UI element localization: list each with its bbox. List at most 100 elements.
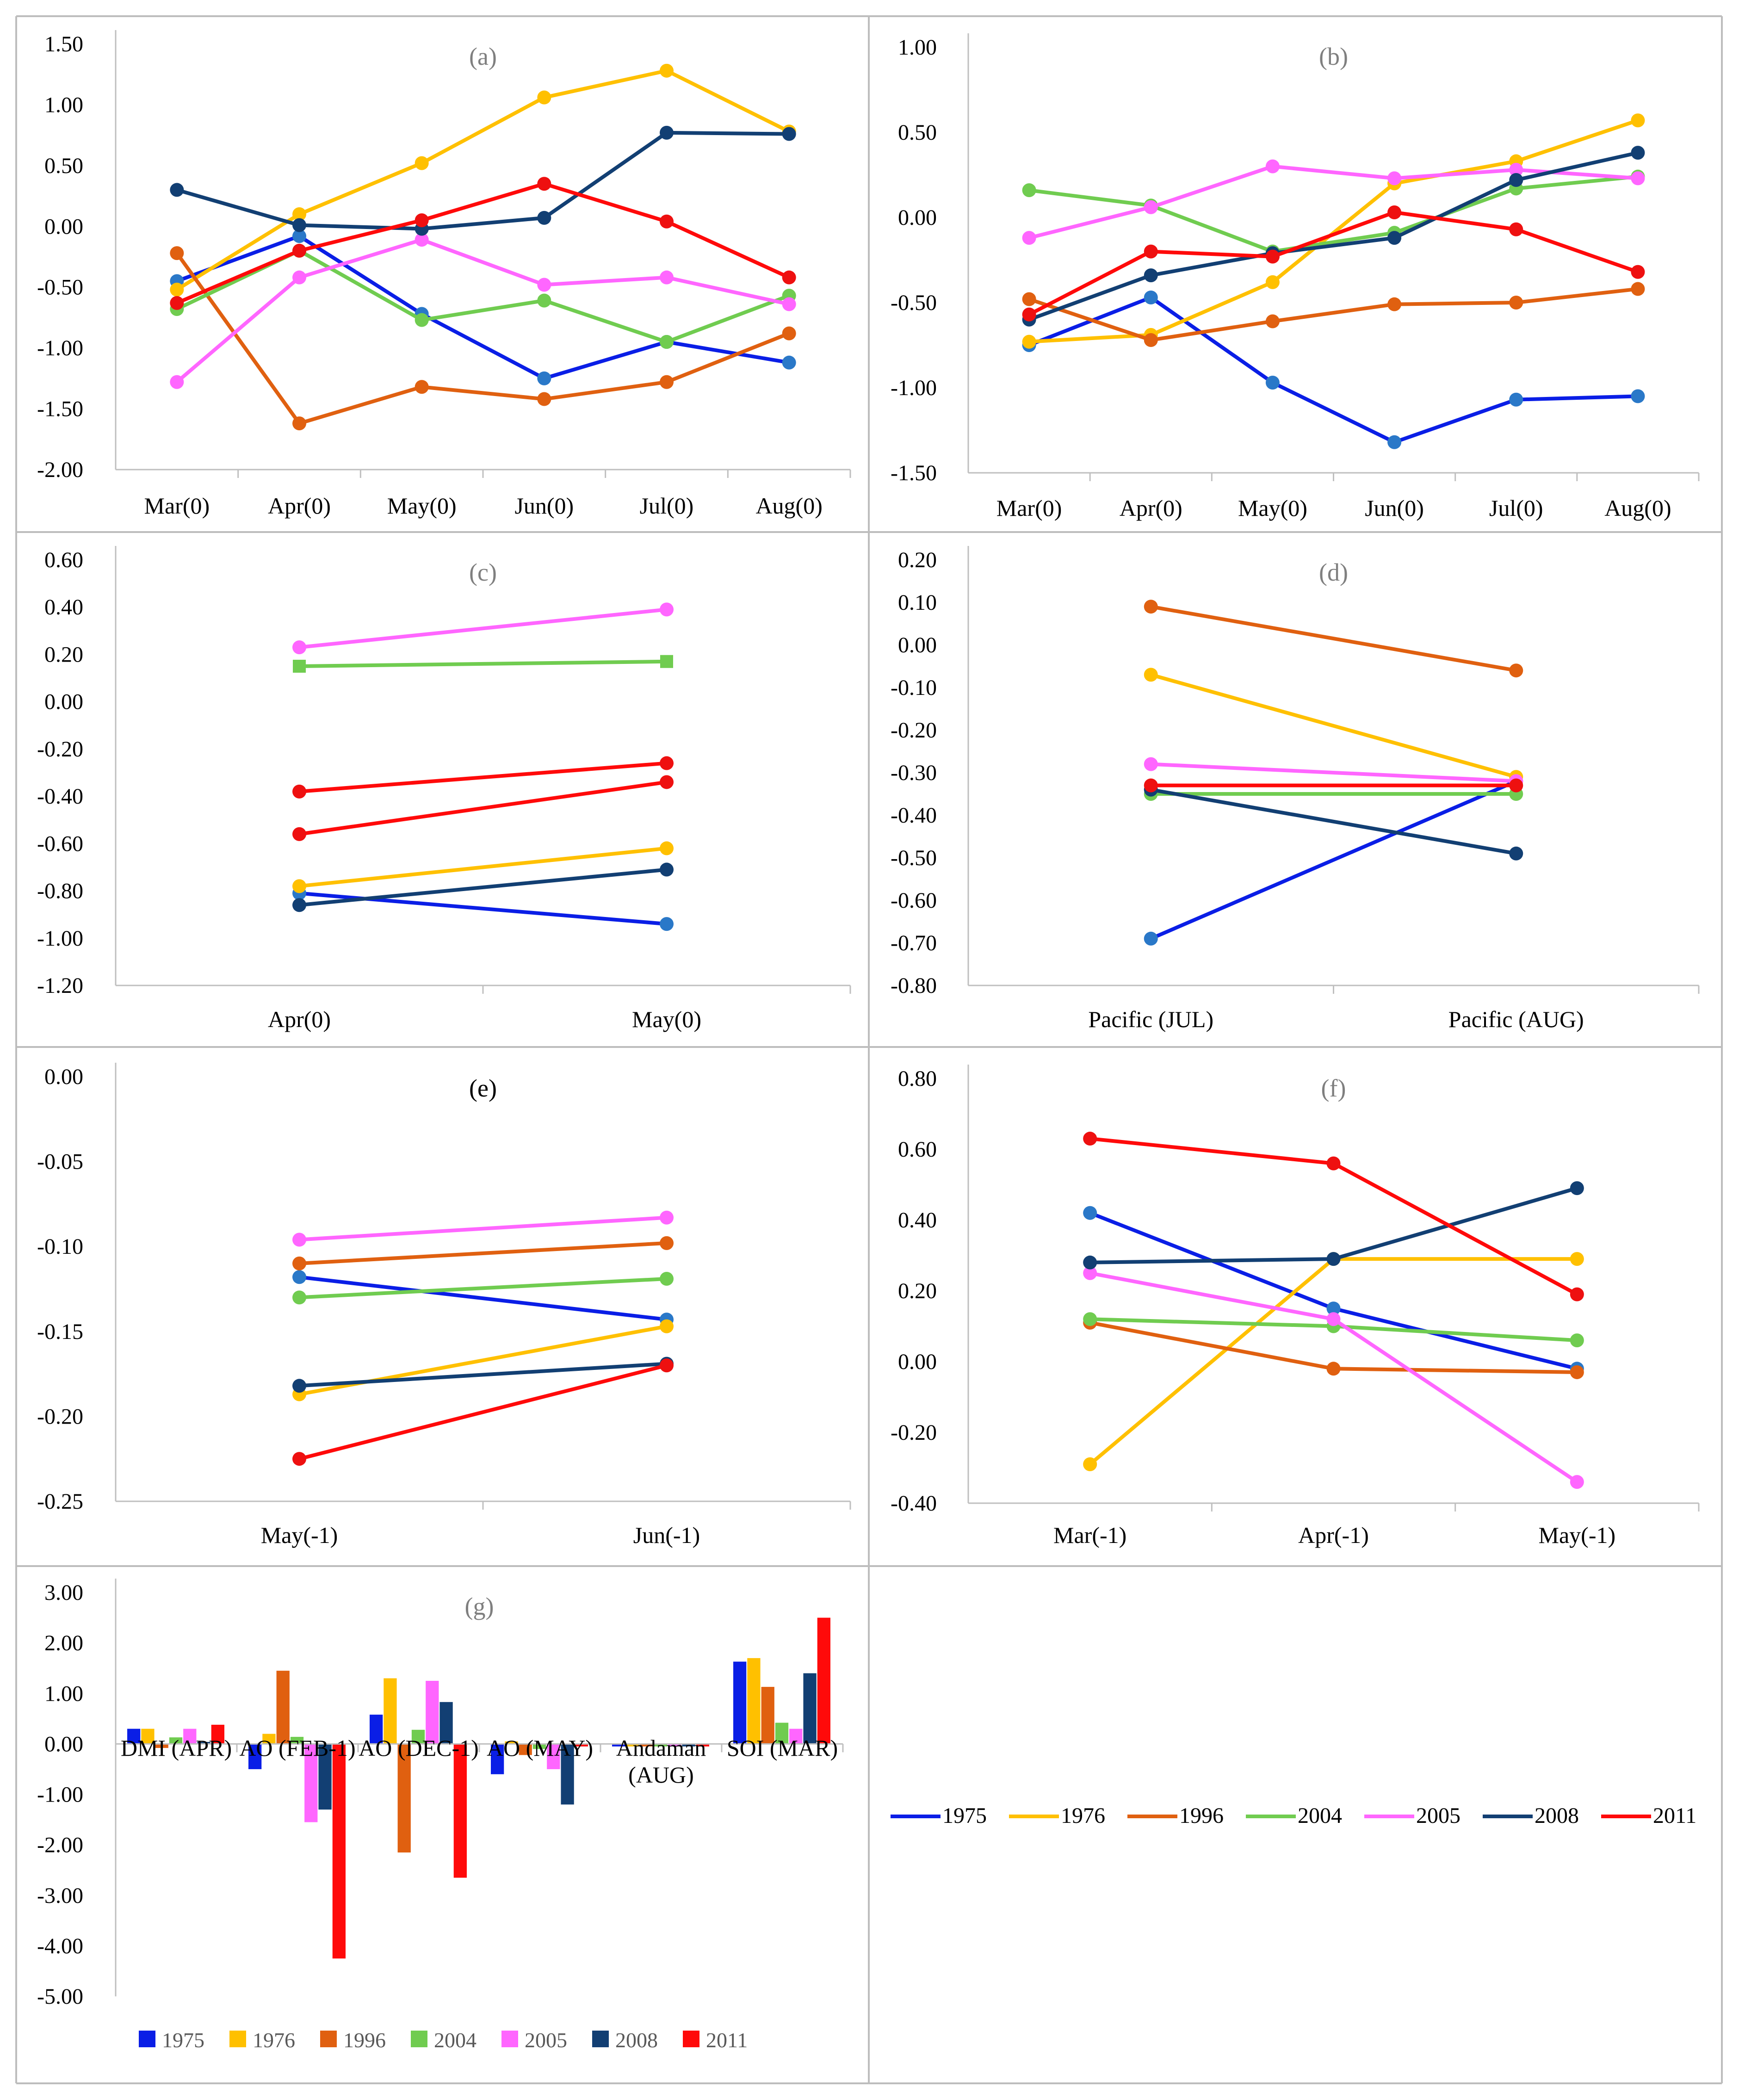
bar-1976 [747, 1658, 761, 1744]
y-tick-label: 0.40 [898, 1208, 937, 1233]
chart-panel-d: 0.20 0.10 0.00 -0.10 -0.20 -0.30 -0.40 -0.50 -0.… [891, 546, 1700, 1032]
y-tick-label: -1.20 [37, 973, 83, 998]
y-tick-label: -0.10 [37, 1234, 83, 1259]
legend-swatch-1996 [320, 2031, 337, 2047]
data-point-2011 [1144, 778, 1158, 793]
series-line-2005 [299, 1215, 667, 1242]
y-tick-label: -0.20 [891, 1420, 937, 1445]
data-point-2011 [292, 784, 306, 799]
series-line-2008 [1090, 1186, 1578, 1264]
y-tick-label: 0.50 [898, 120, 937, 145]
data-point-2008 [537, 211, 551, 225]
data-point-2008 [292, 1379, 306, 1393]
data-point-1976 [415, 156, 429, 170]
series-line-1975 [299, 1275, 667, 1322]
x-category-label-line: AO (MAY) [487, 1735, 593, 1761]
chart-panel-f: 0.80 0.60 0.40 0.20 0.00 -0.20 -0.40 (f) Mar(-1)… [891, 1065, 1700, 1548]
data-point-2008 [292, 218, 306, 232]
panel-grid [15, 15, 1723, 2084]
series-line-1975 [1028, 295, 1638, 444]
series-line-1996 [175, 252, 790, 426]
data-point-2011 [1387, 205, 1402, 219]
data-point-2004 [1022, 183, 1036, 198]
y-tick-label: -5.00 [37, 1984, 83, 2009]
x-category-label-line: SOI (MAR) [727, 1735, 838, 1761]
legend-label-1996: 1996 [343, 2028, 386, 2052]
x-category-label: Mar(0) [144, 493, 210, 519]
chart-panel-a: 1.50 1.00 0.50 0.00 -0.50 -1.00 -1.50 -2.00 (a) M… [37, 30, 851, 519]
data-point-2008 [1509, 173, 1523, 187]
data-point-2011 [1509, 222, 1523, 236]
series-line-2011 [299, 1363, 667, 1461]
data-point-2011 [782, 270, 796, 285]
data-point-2008 [170, 183, 184, 197]
data-point-2008 [1144, 268, 1158, 283]
series-line-2004 [299, 659, 667, 668]
data-point-2011 [660, 756, 674, 770]
x-category-label: Andaman (AUG) [616, 1735, 706, 1788]
legend-label-1976: 1976 [253, 2028, 295, 2052]
x-category-label: Pacific (AUG) [1448, 1006, 1584, 1032]
chart-title-c: (c) [469, 558, 497, 586]
series-line-2008 [1151, 787, 1516, 855]
y-tick-label: -0.50 [891, 291, 937, 315]
bar-2004 [411, 1729, 425, 1744]
data-point-1996 [292, 416, 306, 431]
bar-2008 [197, 1742, 210, 1744]
y-tick-label: 0.00 [898, 1350, 937, 1374]
x-category-label: Apr(-1) [1298, 1522, 1369, 1548]
data-point-2011 [1022, 307, 1036, 322]
bar-1975 [248, 1744, 262, 1769]
data-point-2004 [292, 1290, 306, 1305]
data-point-2005 [292, 270, 306, 285]
legend-label-1976: 1976 [1061, 1803, 1105, 1828]
bar-2005 [668, 1744, 681, 1747]
data-point-2005 [292, 640, 306, 655]
y-tick-label: 0.20 [44, 642, 83, 667]
bar-1996 [761, 1687, 774, 1744]
x-category-label: AO (FEB-1) [239, 1735, 355, 1761]
y-tick-label: -4.00 [37, 1934, 83, 1958]
y-tick-label: -3.00 [37, 1883, 83, 1908]
data-point-1996 [415, 380, 429, 394]
panels: 1.50 1.00 0.50 0.00 -0.50 -1.00 -1.50 -2.00 (a) M… [37, 30, 1700, 2052]
legend-swatch-2004 [411, 2031, 427, 2047]
data-point-1975 [1326, 1301, 1341, 1316]
series-line-1996 [1028, 287, 1638, 342]
data-point-2004 [293, 660, 306, 673]
bar-2011 [453, 1744, 467, 1878]
x-category-label: May(0) [632, 1006, 701, 1032]
data-point-1976 [1144, 668, 1158, 682]
y-tick-label: 1.00 [44, 93, 83, 117]
x-category-label: Jul(0) [640, 493, 694, 519]
bar-1976 [262, 1734, 276, 1744]
y-tick-label: 0.00 [44, 214, 83, 239]
series-line-1996 [299, 1241, 667, 1265]
bar-1975 [612, 1744, 625, 1747]
chart-title-d: (d) [1319, 558, 1348, 586]
data-point-2005 [1144, 200, 1158, 214]
legend-label-1996: 1996 [1179, 1803, 1224, 1828]
x-category-label: Aug(0) [1604, 495, 1671, 521]
data-point-1976 [1083, 1457, 1097, 1471]
data-point-1996 [1631, 282, 1645, 296]
y-tick-label: -0.50 [37, 275, 83, 300]
data-point-2005 [660, 602, 674, 617]
bar-2005 [547, 1744, 560, 1769]
series-line-2011 [1028, 210, 1639, 316]
data-point-2004 [415, 313, 429, 327]
bar-1996 [276, 1671, 290, 1744]
data-point-1976 [660, 63, 674, 78]
data-point-1976 [537, 90, 551, 105]
x-category-label: Apr(0) [268, 493, 331, 519]
y-tick-label: -2.00 [37, 1833, 83, 1858]
series-line-1976 [299, 846, 667, 888]
data-point-1976 [292, 879, 306, 893]
x-category-label-line: AO (FEB-1) [239, 1735, 355, 1761]
data-point-1975 [537, 371, 551, 385]
x-category-label: Mar(-1) [1053, 1522, 1126, 1548]
x-category-label: Apr(0) [1120, 495, 1182, 521]
y-tick-label: -1.50 [37, 397, 83, 421]
series-line-2005 [299, 607, 667, 650]
x-category-label: AO (MAY) [487, 1735, 593, 1761]
